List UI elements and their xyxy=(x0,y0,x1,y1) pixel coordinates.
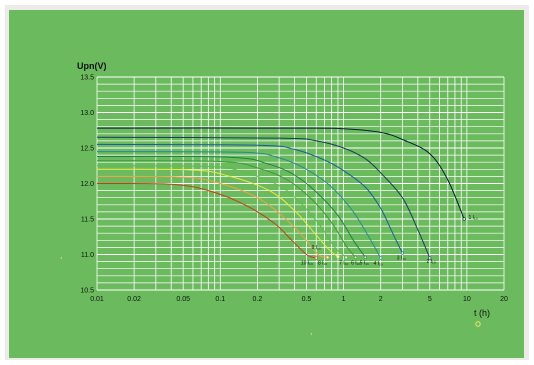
y-tick-label: 11.5 xyxy=(81,217,94,224)
y-tick-label: 11.0 xyxy=(81,252,94,259)
x-tick-label: 2 xyxy=(379,296,383,303)
y-tick-label: 13.5 xyxy=(80,75,94,82)
axes: 0.01 0.02 0.05 0.1 0.2 0.5 1 2 5 10 20 10.5 11.0 11.5… xyxy=(80,75,508,304)
series-endpoint-8 xyxy=(336,255,340,259)
series-endpoint-6 xyxy=(353,255,358,259)
curve-label-3: 3 I₁₀ xyxy=(397,255,406,261)
chart-panel xyxy=(9,10,524,358)
series-endpoint-10 xyxy=(314,256,318,260)
x-tick-label: 5 xyxy=(428,296,432,303)
curve-label-9: 9 I₁₀ xyxy=(312,245,321,251)
curve-label-6: 6 I₁₀ xyxy=(351,260,360,266)
series-endpoint-1 xyxy=(462,217,466,221)
y-tick-label: 12.5 xyxy=(80,146,94,153)
series-line-8 xyxy=(96,168,339,257)
series-line-2 xyxy=(96,136,431,259)
series-line-5 xyxy=(96,155,366,258)
series-line-1 xyxy=(96,127,465,220)
x-tick-label: 0.2 xyxy=(253,296,263,303)
x-tick-label: 20 xyxy=(500,296,508,303)
curve-label-7: 7 I₁₀ xyxy=(339,260,348,266)
x-tick-label: 10 xyxy=(463,296,471,303)
series-endpoint-4 xyxy=(379,256,383,260)
series-line-7 xyxy=(96,165,347,258)
series-line-10 xyxy=(96,182,317,259)
series-endpoint-2 xyxy=(428,256,432,260)
marker-dot xyxy=(475,321,481,327)
x-tick-label: 1 xyxy=(342,296,346,303)
series-group xyxy=(96,127,466,260)
x-tick-label: 0.02 xyxy=(127,296,141,303)
x-axis-label: t (h) xyxy=(474,308,490,318)
curve-label-1: 1 I₁₀ xyxy=(468,215,477,221)
y-axis-label: Upn(V) xyxy=(77,61,107,71)
x-tick-label: 0.01 xyxy=(90,296,104,303)
curve-label-8: 8 I₁₀ xyxy=(318,260,327,266)
y-tick-label: 12.0 xyxy=(80,181,94,188)
x-tick-label: 0.1 xyxy=(215,296,225,303)
series-line-4 xyxy=(96,151,382,259)
y-tick-label: 10.5 xyxy=(80,288,94,295)
marker-comma-left: , xyxy=(60,250,63,260)
curve-label-4: 4 I₁₀ xyxy=(374,261,383,267)
grid xyxy=(96,76,505,291)
series-endpoint-7 xyxy=(344,255,348,259)
series-line-3 xyxy=(96,143,403,254)
curve-label-2: 2 I₁₀ xyxy=(426,259,435,265)
series-line-6 xyxy=(96,160,356,258)
curve-label-10: 10 I₁₀ xyxy=(301,260,313,266)
series-line-9 xyxy=(96,175,328,258)
y-tick-label: 13.0 xyxy=(80,110,94,117)
curve-label-5: 5 I₁₀ xyxy=(360,260,369,266)
series-endpoint-3 xyxy=(400,251,405,255)
x-tick-label: 0.5 xyxy=(302,296,312,303)
series-endpoint-5 xyxy=(363,255,367,259)
x-tick-label: 0.05 xyxy=(176,296,190,303)
marker-comma-bottom: , xyxy=(310,326,313,336)
series-endpoint-9 xyxy=(325,255,330,259)
